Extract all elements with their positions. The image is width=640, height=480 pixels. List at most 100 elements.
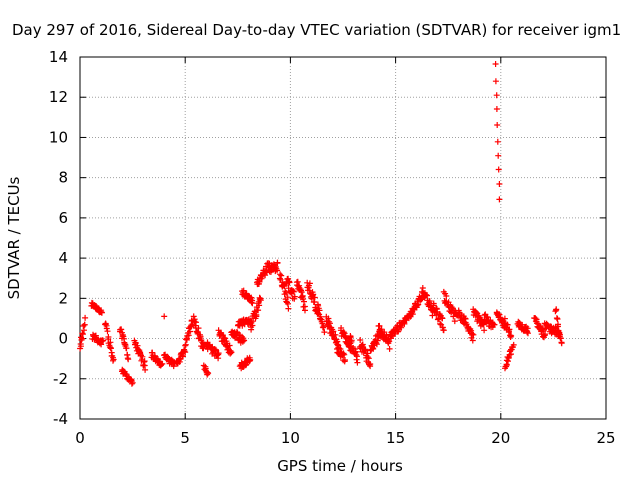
data-point	[508, 332, 515, 339]
data-point	[332, 331, 339, 338]
data-point	[484, 314, 491, 321]
data-point	[277, 271, 284, 278]
data-point	[281, 283, 288, 290]
data-point	[462, 315, 469, 322]
data-point	[123, 345, 130, 352]
axis-ticks: 0 5 10 15 20 25 -4 -2 0 2 4 6 8 10 12 14	[49, 48, 616, 447]
plot-frame	[79, 56, 607, 420]
data-point	[107, 339, 114, 346]
data-point	[492, 61, 499, 67]
data-point	[240, 287, 247, 294]
data-point	[437, 320, 444, 327]
data-point	[439, 315, 446, 322]
data-point	[493, 92, 500, 99]
data-point	[110, 356, 117, 363]
chart-title: Day 297 of 2016, Sidereal Day-to-day VTE…	[12, 21, 621, 39]
data-point	[443, 293, 450, 299]
data-point	[499, 316, 506, 323]
data-point	[301, 298, 307, 305]
data-point	[357, 337, 364, 343]
data-point	[469, 330, 476, 337]
data-point	[247, 356, 254, 363]
data-point	[248, 326, 255, 333]
data-point	[241, 337, 248, 344]
data-point	[373, 341, 380, 348]
data-point	[129, 379, 136, 386]
data-point	[557, 335, 564, 342]
data-point	[257, 297, 264, 304]
data-point	[128, 380, 135, 387]
data-point	[539, 326, 546, 333]
data-point	[481, 327, 488, 334]
data-point	[103, 325, 110, 332]
data-point	[291, 293, 298, 300]
data-point	[506, 326, 513, 333]
x-tick-label: 15	[386, 429, 405, 447]
data-point	[79, 331, 86, 338]
data-point	[139, 353, 146, 360]
data-point	[496, 181, 503, 187]
data-point	[306, 280, 313, 287]
data-point	[205, 370, 212, 377]
data-point	[215, 355, 222, 362]
data-point	[321, 329, 328, 336]
x-tick-label: 5	[180, 429, 190, 447]
data-point	[182, 349, 189, 356]
data-point	[342, 357, 348, 363]
data-point	[325, 315, 332, 322]
data-point	[79, 335, 86, 342]
data-point	[558, 340, 565, 347]
data-point	[142, 366, 149, 373]
data-point	[249, 300, 256, 307]
data-point	[468, 327, 475, 334]
data-point	[125, 356, 132, 363]
data-point	[274, 267, 281, 274]
data-point	[354, 353, 360, 360]
x-tick-label: 20	[491, 429, 510, 447]
data-point	[195, 325, 202, 332]
data-point	[419, 285, 426, 291]
data-point	[278, 272, 285, 279]
data-point	[370, 345, 377, 352]
data-point	[81, 321, 88, 328]
data-point	[200, 345, 207, 352]
data-point	[310, 291, 317, 298]
data-point	[440, 327, 447, 334]
data-point	[364, 354, 371, 361]
data-point	[185, 332, 192, 339]
data-point	[383, 332, 390, 339]
data-point	[274, 259, 281, 266]
data-point	[161, 313, 168, 320]
data-point	[98, 309, 105, 316]
data-point	[255, 307, 262, 314]
data-point	[409, 311, 416, 318]
data-point	[256, 302, 263, 309]
data-point	[426, 298, 433, 304]
data-point	[505, 354, 512, 361]
data-point	[524, 329, 531, 336]
data-point	[430, 300, 437, 307]
chart-grid	[80, 57, 606, 419]
y-tick-label: 4	[58, 249, 68, 267]
data-point	[107, 345, 114, 352]
y-tick-label: 8	[58, 169, 68, 187]
data-point	[494, 138, 501, 145]
data-point	[495, 152, 502, 159]
data-point	[336, 345, 343, 352]
y-tick-label: 10	[49, 128, 68, 146]
x-tick-label: 25	[596, 429, 615, 447]
data-point	[311, 294, 318, 301]
data-points	[77, 61, 565, 387]
data-point	[463, 321, 470, 328]
data-point	[104, 328, 111, 335]
data-point	[487, 317, 494, 324]
data-point	[182, 341, 189, 348]
data-point	[316, 307, 323, 314]
data-point	[302, 307, 308, 314]
y-tick-label: 2	[58, 289, 68, 307]
x-tick-label: 10	[281, 429, 300, 447]
x-axis-label: GPS time / hours	[277, 457, 403, 475]
data-point	[341, 351, 348, 358]
data-point	[554, 316, 561, 322]
